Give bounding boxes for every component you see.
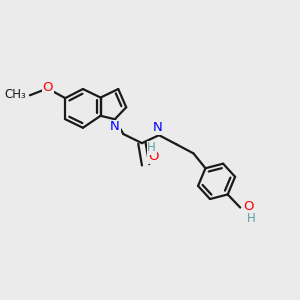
Text: H: H [247,212,255,225]
Text: O: O [43,81,53,94]
Text: N: N [153,121,162,134]
Text: O: O [243,200,254,213]
Text: H: H [147,142,156,154]
Text: CH₃: CH₃ [5,88,26,101]
Text: N: N [110,120,120,134]
Text: O: O [148,150,158,164]
